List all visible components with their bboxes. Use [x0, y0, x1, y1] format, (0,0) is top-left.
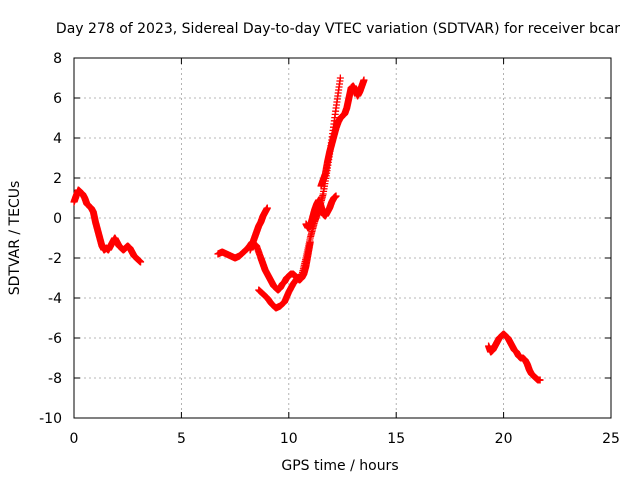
y-tick-label: -8 — [48, 371, 62, 387]
data-marks — [70, 74, 544, 384]
series-arc-2c — [246, 204, 271, 254]
x-tick-labels: 0 5 10 15 20 25 — [70, 431, 620, 447]
data-point — [536, 376, 544, 384]
axis-ticks — [73, 57, 612, 419]
data-point — [263, 204, 271, 212]
series-arc-2a — [214, 238, 314, 294]
y-tick-labels: -10 -8 -6 -4 -2 0 2 4 6 8 — [39, 51, 62, 427]
x-tick-label: 15 — [387, 431, 405, 447]
series-arc-3 — [485, 330, 544, 384]
y-tick-label: -10 — [39, 411, 62, 427]
y-tick-label: 0 — [53, 211, 62, 227]
data-point — [336, 74, 344, 82]
y-axis-label: SDTVAR / TECUs — [7, 181, 23, 296]
x-tick-label: 20 — [495, 431, 513, 447]
x-tick-label: 25 — [602, 431, 620, 447]
y-tick-label: 6 — [53, 91, 62, 107]
x-tick-label: 10 — [280, 431, 298, 447]
series-arc-2e — [317, 76, 368, 190]
series-arc-2d — [302, 192, 340, 232]
data-point — [137, 258, 145, 266]
x-tick-label: 0 — [70, 431, 79, 447]
chart-title: Day 278 of 2023, Sidereal Day-to-day VTE… — [56, 21, 620, 37]
y-tick-label: -2 — [48, 251, 62, 267]
y-tick-label: 4 — [53, 131, 62, 147]
plot-frame — [73, 57, 612, 419]
grid — [74, 58, 611, 418]
x-tick-label: 5 — [177, 431, 186, 447]
y-tick-label: -4 — [48, 291, 62, 307]
x-axis-label: GPS time / hours — [281, 458, 398, 474]
y-tick-label: -6 — [48, 331, 62, 347]
data-point — [332, 192, 340, 200]
y-tick-label: 8 — [53, 51, 62, 67]
series-arc-1 — [70, 186, 145, 266]
data-point — [360, 76, 368, 84]
y-tick-label: 2 — [53, 171, 62, 187]
